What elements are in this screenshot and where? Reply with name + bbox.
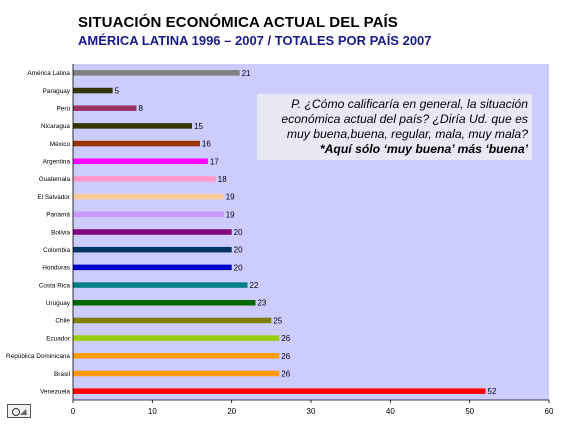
- value-label: 20: [234, 246, 243, 255]
- bar: [73, 353, 280, 359]
- value-label: 5: [115, 87, 120, 96]
- bar: [73, 140, 200, 147]
- category-label: Guatemala: [39, 176, 71, 183]
- value-label: 8: [138, 104, 143, 113]
- category-label: Uruguay: [46, 300, 71, 307]
- x-tick-label: 40: [386, 407, 395, 416]
- emphasis-text: *Aquí sólo ‘muy buena’ más ‘buena’: [319, 142, 528, 156]
- bar: [73, 335, 280, 341]
- category-label: Ecuador: [46, 335, 71, 342]
- category-label: Venezuela: [40, 388, 70, 395]
- category-label: Honduras: [42, 265, 70, 272]
- logo-icon: [7, 404, 31, 418]
- x-tick-label: 10: [148, 407, 157, 416]
- category-label: Chile: [55, 318, 70, 325]
- category-label: República Dominicana: [6, 353, 70, 360]
- category-label: Costa Rica: [39, 282, 71, 289]
- bar: [73, 105, 137, 111]
- bar: [73, 158, 208, 165]
- bar: [73, 388, 486, 394]
- bar: [73, 370, 280, 377]
- value-label: 17: [210, 157, 219, 166]
- value-label: 26: [281, 334, 290, 343]
- value-label: 22: [250, 281, 259, 290]
- x-tick-label: 50: [465, 407, 474, 416]
- x-tick-label: 60: [545, 407, 554, 416]
- value-label: 25: [273, 316, 282, 325]
- category-label: Brasil: [54, 371, 70, 378]
- chart-subtitle: AMÉRICA LATINA 1996 – 2007 / TOTALES POR…: [78, 33, 432, 48]
- value-label: 15: [194, 122, 203, 131]
- bar: [73, 176, 216, 182]
- category-label: Bolivia: [51, 229, 70, 236]
- bar: [73, 87, 113, 94]
- value-label: 21: [242, 69, 251, 78]
- bar: [73, 264, 232, 271]
- value-label: 19: [226, 193, 235, 202]
- value-label: 19: [226, 210, 235, 219]
- value-label: 20: [234, 228, 243, 237]
- question-text: P. ¿Cómo calificaría en general, la situ…: [281, 97, 528, 141]
- bar: [73, 299, 256, 306]
- question-note: P. ¿Cómo calificaría en general, la situ…: [257, 94, 532, 160]
- x-tick-label: 30: [307, 407, 316, 416]
- bar: [73, 70, 240, 76]
- value-label: 26: [281, 369, 290, 378]
- category-label: Paraguay: [43, 88, 71, 95]
- category-label: Argentina: [43, 159, 71, 166]
- category-label: Perú: [57, 106, 71, 113]
- bar: [73, 229, 232, 235]
- bar: [73, 123, 192, 129]
- category-label: América Latina: [27, 70, 70, 77]
- category-label: El Salvador: [37, 194, 71, 201]
- category-label: Colombia: [43, 247, 70, 254]
- category-label: Panamá: [46, 212, 70, 219]
- bar: [73, 246, 232, 253]
- bar: [73, 211, 224, 218]
- value-label: 20: [234, 263, 243, 272]
- value-label: 52: [488, 387, 497, 396]
- bar: [73, 193, 224, 200]
- category-label: México: [50, 141, 71, 148]
- value-label: 16: [202, 140, 211, 149]
- category-label: Nicaragua: [41, 123, 71, 130]
- bar: [73, 317, 272, 324]
- x-tick-label: 20: [227, 407, 236, 416]
- value-label: 26: [281, 352, 290, 361]
- chart-title: SITUACIÓN ECONÓMICA ACTUAL DEL PAÍS: [78, 14, 398, 31]
- value-label: 23: [257, 299, 266, 308]
- value-label: 18: [218, 175, 227, 184]
- bar: [73, 282, 248, 288]
- x-tick-label: 0: [71, 407, 76, 416]
